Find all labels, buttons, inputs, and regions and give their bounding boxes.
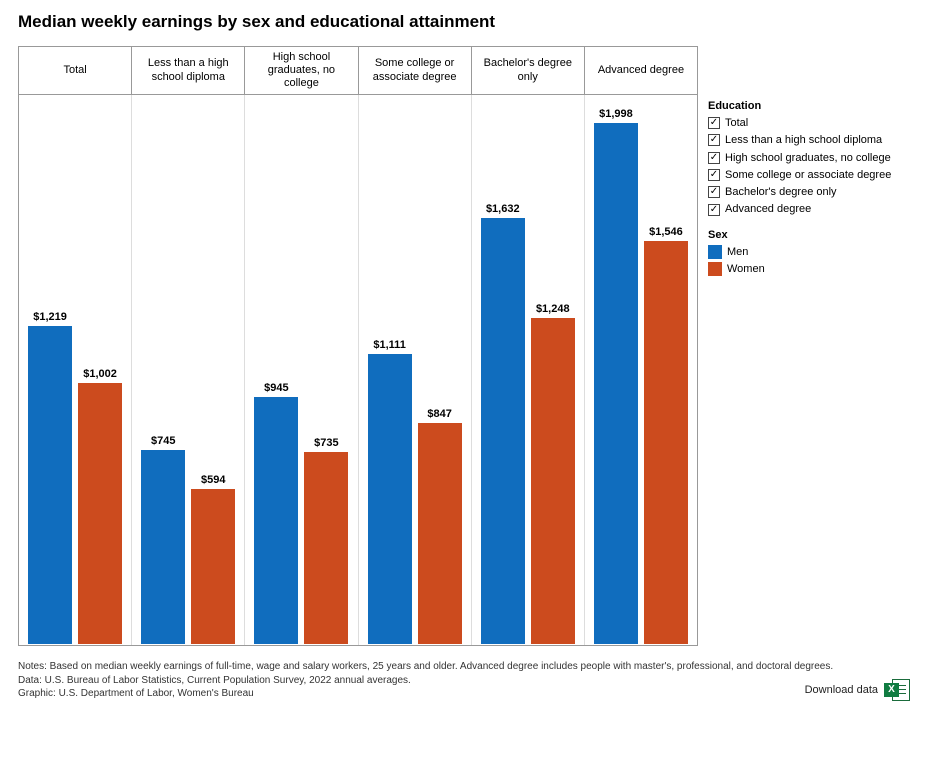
legend-education-item[interactable]: ✓ Less than a high school diploma xyxy=(708,133,908,147)
category-header: Some college or associate degree xyxy=(359,47,472,94)
bar-value-label: $735 xyxy=(314,437,338,449)
legend-sex-label: Men xyxy=(727,245,748,259)
footer-notes: Notes: Based on median weekly earnings o… xyxy=(18,660,914,674)
bar-rect xyxy=(481,218,525,644)
legend-education-label: Advanced degree xyxy=(725,202,811,216)
checkbox-icon[interactable]: ✓ xyxy=(708,204,720,216)
legend-education-item[interactable]: ✓ Bachelor's degree only xyxy=(708,185,908,199)
bar-rect xyxy=(418,423,462,644)
bar-rect xyxy=(28,326,72,644)
content-row: TotalLess than a high school diplomaHigh… xyxy=(18,46,914,646)
category-header: Bachelor's degree only xyxy=(472,47,585,94)
legend-education-item[interactable]: ✓ Advanced degree xyxy=(708,202,908,216)
chart-area: TotalLess than a high school diplomaHigh… xyxy=(18,46,698,646)
bar-men: $945 xyxy=(254,95,298,644)
bar-value-label: $945 xyxy=(264,382,288,394)
legend-education-label: Total xyxy=(725,116,748,130)
bar-value-label: $1,002 xyxy=(83,368,117,380)
bar-rect xyxy=(368,354,412,644)
legend-education-item[interactable]: ✓ Some college or associate degree xyxy=(708,168,908,182)
bar-value-label: $1,111 xyxy=(373,339,405,351)
bar-men: $1,632 xyxy=(481,95,525,644)
bar-women: $594 xyxy=(191,95,235,644)
bar-rect xyxy=(594,123,638,644)
plot-cell: $945 $735 xyxy=(245,95,358,645)
bar-men: $1,111 xyxy=(368,95,412,644)
bar-value-label: $1,219 xyxy=(33,311,67,323)
footer: Notes: Based on median weekly earnings o… xyxy=(18,660,914,701)
color-swatch xyxy=(708,245,722,259)
checkbox-icon[interactable]: ✓ xyxy=(708,152,720,164)
checkbox-icon[interactable]: ✓ xyxy=(708,169,720,181)
bar-men: $1,998 xyxy=(594,95,638,644)
legend-education-item[interactable]: ✓ High school graduates, no college xyxy=(708,151,908,165)
checkbox-icon[interactable]: ✓ xyxy=(708,134,720,146)
legend-sex-item[interactable]: Men xyxy=(708,245,908,259)
bar-value-label: $745 xyxy=(151,435,175,447)
bar-rect xyxy=(254,397,298,644)
category-header: Less than a high school diploma xyxy=(132,47,245,94)
legend-education-label: Some college or associate degree xyxy=(725,168,891,182)
bar-women: $735 xyxy=(304,95,348,644)
plot-cell: $1,111 $847 xyxy=(359,95,472,645)
bar-women: $1,248 xyxy=(531,95,575,644)
category-header: Total xyxy=(19,47,132,94)
bar-men: $745 xyxy=(141,95,185,644)
bar-men: $1,219 xyxy=(28,95,72,644)
legend-sex-list: Men Women xyxy=(708,245,908,277)
checkbox-icon[interactable]: ✓ xyxy=(708,186,720,198)
category-header: High school graduates, no college xyxy=(245,47,358,94)
plot-cell: $745 $594 xyxy=(132,95,245,645)
excel-icon: X xyxy=(884,678,910,702)
legend-sex-item[interactable]: Women xyxy=(708,262,908,276)
bar-women: $1,546 xyxy=(644,95,688,644)
plot-cell: $1,998 $1,546 xyxy=(585,95,697,645)
color-swatch xyxy=(708,262,722,276)
legend-education-item[interactable]: ✓ Total xyxy=(708,116,908,130)
plot-cell: $1,632 $1,248 xyxy=(472,95,585,645)
bar-value-label: $594 xyxy=(201,474,225,486)
category-header-row: TotalLess than a high school diplomaHigh… xyxy=(19,47,697,95)
category-header: Advanced degree xyxy=(585,47,697,94)
bar-women: $847 xyxy=(418,95,462,644)
bar-value-label: $1,248 xyxy=(536,303,570,315)
legend-education-title: Education xyxy=(708,100,908,112)
footer-graphic: Graphic: U.S. Department of Labor, Women… xyxy=(18,687,914,701)
bar-value-label: $1,998 xyxy=(599,108,633,120)
bar-women: $1,002 xyxy=(78,95,122,644)
chart-title: Median weekly earnings by sex and educat… xyxy=(18,12,914,32)
legend-sex-label: Women xyxy=(727,262,765,276)
bar-rect xyxy=(531,318,575,644)
bar-rect xyxy=(304,452,348,644)
legend-sex-title: Sex xyxy=(708,229,908,241)
bar-value-label: $1,632 xyxy=(486,203,520,215)
bar-rect xyxy=(141,450,185,644)
bar-rect xyxy=(644,241,688,644)
footer-data-source: Data: U.S. Bureau of Labor Statistics, C… xyxy=(18,674,914,688)
checkbox-icon[interactable]: ✓ xyxy=(708,117,720,129)
legend-education-label: Bachelor's degree only xyxy=(725,185,837,199)
bar-value-label: $1,546 xyxy=(649,226,683,238)
download-data-link[interactable]: Download data X xyxy=(805,678,910,702)
plot-cell: $1,219 $1,002 xyxy=(19,95,132,645)
plot-row: $1,219$1,002$745$594$945$735$1,111$847$1… xyxy=(19,95,697,645)
download-data-label: Download data xyxy=(805,683,878,698)
bar-rect xyxy=(78,383,122,644)
bar-rect xyxy=(191,489,235,644)
bar-value-label: $847 xyxy=(427,408,451,420)
legend-education-label: High school graduates, no college xyxy=(725,151,891,165)
legend-education-label: Less than a high school diploma xyxy=(725,133,882,147)
legend-area: Education ✓ Total ✓ Less than a high school… xyxy=(708,46,908,646)
legend-education-list: ✓ Total ✓ Less than a high school diploma ✓ H… xyxy=(708,116,908,217)
